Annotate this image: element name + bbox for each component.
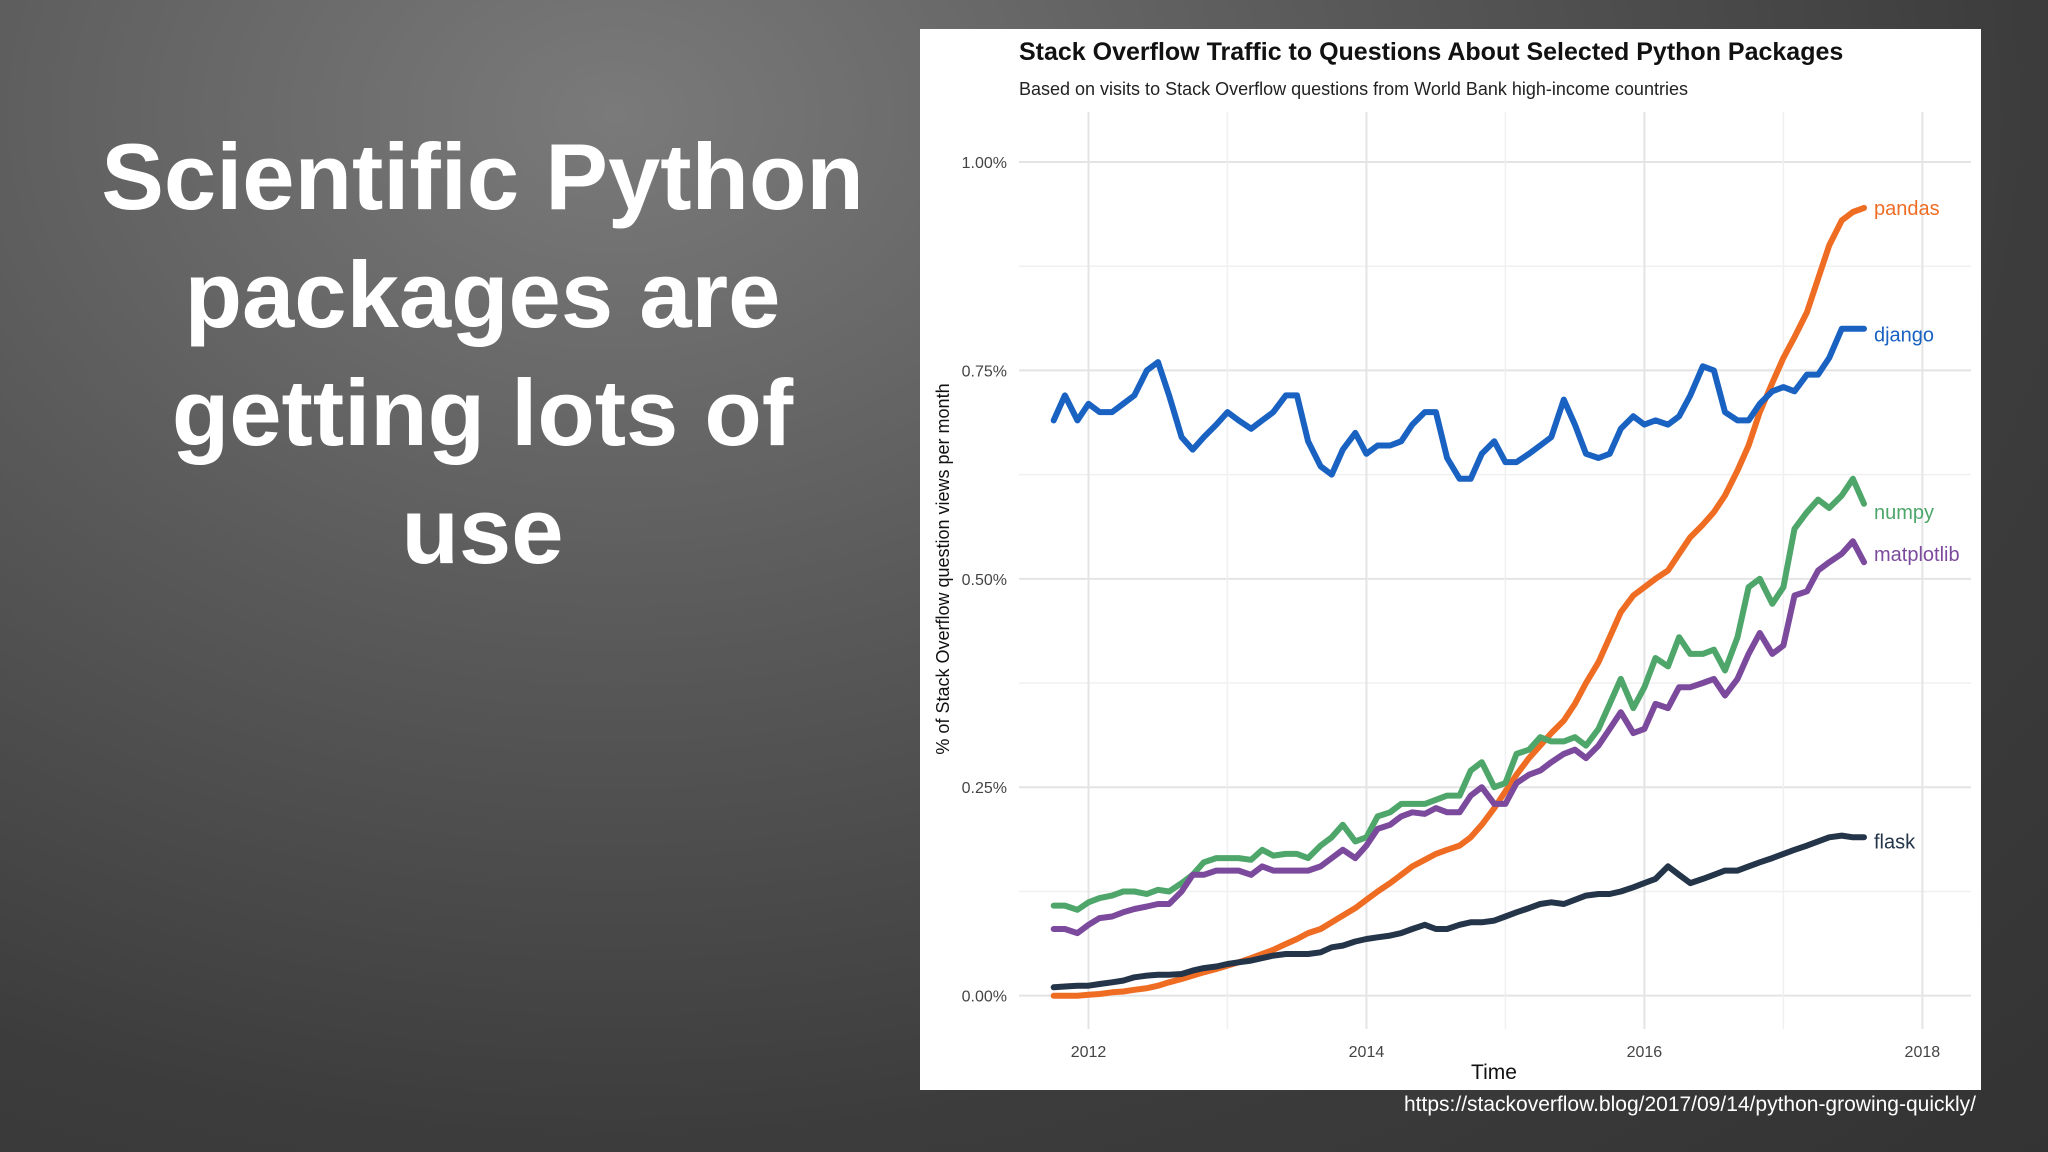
x-tick-label: 2016 (1627, 1044, 1663, 1061)
y-tick-label: 0.25% (962, 780, 1007, 797)
series-line-pandas (1050, 204, 1867, 999)
grid (1019, 112, 1971, 1029)
x-tick-label: 2014 (1349, 1044, 1385, 1061)
series-lines (1050, 204, 1867, 999)
line-chart: Stack Overflow Traffic to Questions Abou… (933, 38, 1971, 1084)
x-axis-label: Time (1471, 1061, 1517, 1084)
y-axis-label: % of Stack Overflow question views per m… (933, 383, 953, 754)
series-line-django (1050, 325, 1867, 482)
series-line-matplotlib (1050, 538, 1867, 937)
x-tick-label: 2012 (1071, 1044, 1107, 1061)
source-url[interactable]: https://stackoverflow.blog/2017/09/14/py… (1404, 1093, 1976, 1116)
y-tick-label: 0.00% (962, 989, 1007, 1006)
axis-ticks: 0.00% 0.25% 0.50% 0.75% 1.00% 2012 2014 2016 201… (962, 155, 1941, 1061)
chart-panel: Stack Overflow Traffic to Questions Abou… (920, 29, 1981, 1090)
y-tick-label: 1.00% (962, 155, 1007, 172)
series-line-flask (1050, 832, 1867, 991)
slide-title: Scientific Python packages are getting l… (101, 124, 864, 583)
x-tick-label: 2018 (1905, 1044, 1941, 1061)
chart-title: Stack Overflow Traffic to Questions Abou… (1019, 38, 1843, 66)
series-label-numpy: numpy (1874, 502, 1934, 524)
y-tick-label: 0.50% (962, 572, 1007, 589)
chart-subtitle: Based on visits to Stack Overflow questi… (1019, 79, 1688, 99)
series-label-django: django (1874, 325, 1934, 347)
series-labels: pandas django numpy matplotlib flask (1874, 198, 1960, 853)
series-label-matplotlib: matplotlib (1874, 544, 1960, 566)
y-tick-label: 0.75% (962, 363, 1007, 380)
series-label-pandas: pandas (1874, 198, 1940, 220)
series-label-flask: flask (1874, 831, 1916, 853)
